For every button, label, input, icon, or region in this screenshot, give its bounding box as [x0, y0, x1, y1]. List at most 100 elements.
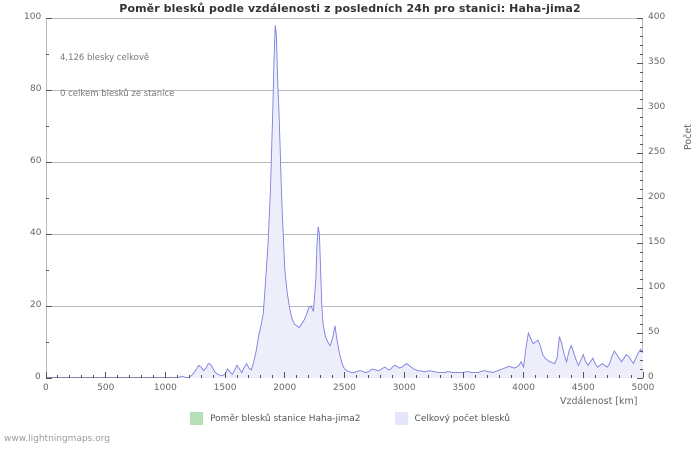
- y-left-tick: [46, 17, 52, 19]
- y-right-tick-label: 0: [648, 372, 654, 382]
- y-right-tick: [640, 260, 643, 262]
- x-tick: [45, 372, 47, 378]
- x-tick: [606, 375, 608, 378]
- y-right-tick: [640, 161, 643, 163]
- legend-item-ratio[interactable]: Poměr blesků stanice Haha-jima2: [190, 412, 361, 425]
- x-tick: [188, 375, 190, 378]
- y-axis-right-title: Počet: [683, 124, 694, 150]
- x-tick-label: 4000: [512, 383, 535, 393]
- y-right-tick: [640, 206, 643, 208]
- x-tick-label: 2500: [333, 383, 356, 393]
- y-right-tick: [640, 224, 643, 226]
- y-right-tick: [637, 17, 643, 19]
- y-left-tick-label: 40: [30, 228, 42, 238]
- y-left-tick-label: 0: [35, 372, 41, 382]
- x-tick: [93, 375, 95, 378]
- y-right-tick: [637, 107, 643, 109]
- annotation-line-station: 0 celkem blesků ze stanice: [60, 89, 175, 99]
- y-left-tick-label: 100: [24, 12, 42, 22]
- y-right-tick: [640, 251, 643, 253]
- x-tick: [320, 375, 322, 378]
- x-tick: [630, 375, 632, 378]
- y-left-tick: [46, 53, 49, 55]
- x-tick: [475, 375, 477, 378]
- y-right-tick: [640, 314, 643, 316]
- y-right-tick: [640, 44, 643, 46]
- x-tick: [308, 375, 310, 378]
- x-tick: [105, 372, 107, 378]
- y-left-tick-label: 80: [30, 84, 42, 94]
- x-tick-label: 5000: [631, 383, 655, 393]
- x-tick: [618, 375, 620, 378]
- y-right-tick: [640, 368, 643, 370]
- y-right-tick: [637, 377, 643, 379]
- y-right-tick-label: 200: [648, 192, 666, 202]
- y-left-tick: [46, 377, 52, 379]
- x-tick: [546, 375, 548, 378]
- y-left-tick: [46, 233, 52, 235]
- x-tick: [141, 375, 143, 378]
- x-tick-label: 3000: [392, 383, 416, 393]
- y-right-tick: [640, 179, 643, 181]
- y-right-tick: [640, 269, 643, 271]
- y-right-tick: [640, 116, 643, 118]
- y-right-tick-label: 300: [648, 102, 666, 112]
- legend-item-count[interactable]: Celkový počet blesků: [394, 412, 510, 425]
- x-axis-title: Vzdálenost [km]: [560, 396, 638, 407]
- x-tick: [367, 375, 369, 378]
- y-right-tick: [640, 350, 643, 352]
- y-right-tick-label: 150: [648, 237, 666, 247]
- x-tick: [427, 375, 429, 378]
- x-tick: [332, 375, 334, 378]
- plot-area: 4,126 blesky celkově 0 celkem blesků ze …: [46, 18, 643, 378]
- y-right-tick: [640, 296, 643, 298]
- legend-label-ratio: Poměr blesků stanice Haha-jima2: [210, 413, 361, 424]
- y-left-tick: [46, 125, 49, 127]
- x-tick-label: 0: [43, 383, 49, 393]
- y-right-tick: [640, 125, 643, 127]
- y-right-tick: [640, 305, 643, 307]
- y-left-tick: [46, 89, 52, 91]
- x-tick: [296, 375, 298, 378]
- x-tick: [391, 375, 393, 378]
- x-tick-label: 2000: [273, 383, 297, 393]
- y-right-tick: [640, 170, 643, 172]
- x-tick: [81, 375, 83, 378]
- x-tick: [439, 375, 441, 378]
- x-tick-label: 1500: [213, 383, 237, 393]
- data-series-area: [46, 25, 643, 378]
- y-right-tick: [640, 53, 643, 55]
- x-tick: [176, 375, 178, 378]
- y-right-tick: [640, 323, 643, 325]
- x-tick: [260, 375, 262, 378]
- y-right-tick: [637, 62, 643, 64]
- y-right-tick: [637, 242, 643, 244]
- y-right-tick-label: 350: [648, 57, 666, 67]
- y-right-tick: [640, 215, 643, 217]
- gridline: [46, 234, 643, 235]
- x-tick: [594, 375, 596, 378]
- x-tick: [248, 375, 250, 378]
- y-right-tick-label: 50: [648, 327, 660, 337]
- y-right-tick: [640, 188, 643, 190]
- x-tick: [236, 375, 238, 378]
- x-tick: [403, 372, 405, 378]
- legend-label-count: Celkový počet blesků: [414, 413, 510, 424]
- y-left-tick: [46, 161, 52, 163]
- x-tick: [200, 375, 202, 378]
- x-tick: [570, 375, 572, 378]
- x-tick: [642, 372, 644, 378]
- x-tick: [355, 375, 357, 378]
- annotation-line-total: 4,126 blesky celkově: [60, 53, 150, 63]
- y-right-tick: [640, 134, 643, 136]
- x-tick: [415, 375, 417, 378]
- x-tick: [284, 372, 286, 378]
- y-left-tick: [46, 197, 49, 199]
- site-footer-url: www.lightningmaps.org: [4, 434, 110, 444]
- y-right-tick: [640, 233, 643, 235]
- x-tick: [487, 375, 489, 378]
- y-right-tick: [640, 89, 643, 91]
- x-tick: [57, 375, 59, 378]
- x-tick: [224, 372, 226, 378]
- legend: Poměr blesků stanice Haha-jima2 Celkový …: [0, 412, 700, 425]
